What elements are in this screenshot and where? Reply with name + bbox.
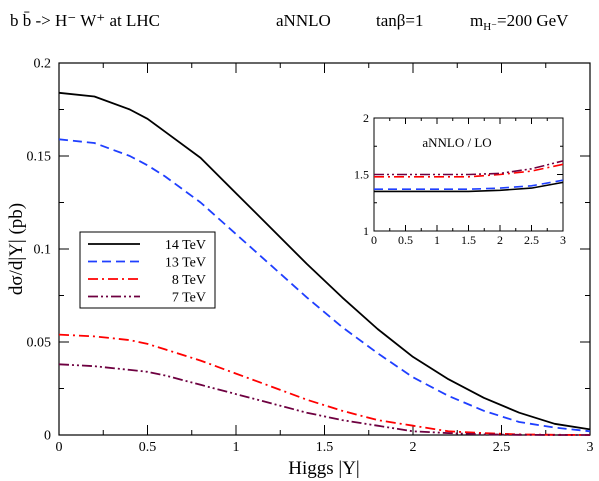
main-plot: 0 0.5 1 1.5 2 2.5 3 0 0.05 0.1 0.15 0.2 Higgs |Y| d… [6,57,594,479]
header-tanbeta: tanβ=1 [376,11,424,30]
inset-xtick-label: 0 [371,233,377,247]
header-order: aNNLO [276,11,331,30]
main-series-lines [58,91,591,436]
main-xtick-label: 1 [233,440,240,455]
inset-series-lines [374,160,564,193]
main-ytick-label: 0.2 [34,57,52,72]
inset-ytick-label: 1 [363,224,369,238]
main-ytick-label: 0.15 [27,150,52,165]
header-process: b b̄ -> H⁻ W⁺ at LHC [10,11,160,30]
inset-series-line-3 [374,163,564,178]
header-mass-symbol: m [470,11,483,30]
legend-label-2: 13 TeV [165,256,206,271]
main-series-line-4 [58,363,590,436]
main-axis-ticks: 0 0.5 1 1.5 2 2.5 3 0 0.05 0.1 0.15 0.2 [27,57,594,455]
legend-label-3: 8 TeV [172,273,206,288]
main-xtick-label: 0.5 [139,440,157,455]
legend: 14 TeV 13 TeV 8 TeV 7 TeV [79,231,216,309]
header-mass-value: =200 GeV [497,11,569,30]
y-axis-label: dσ/d|Y| (pb) [6,203,27,295]
main-series-line-1 [58,91,591,431]
legend-label-1: 14 TeV [165,238,206,253]
inset-axis-ticks: 0 0.5 1 1.5 2 2.5 3 1 1.5 2 [354,111,566,247]
main-series-line-2 [58,138,591,433]
inset-title: aNNLO / LO [422,135,491,150]
main-xtick-label: 2.5 [493,440,511,455]
inset-series-line-2 [374,179,564,190]
main-series-line-3 [58,333,591,436]
header-mass: mH⁻=200 GeV [470,11,569,33]
inset-series-line-1 [374,181,564,193]
main-xtick-label: 3 [587,440,594,455]
inset-xtick-label: 1.5 [461,233,476,247]
main-xtick-label: 1.5 [316,440,334,455]
main-ytick-label: 0 [44,429,51,444]
inset-xtick-label: 0.5 [398,233,413,247]
inset-xtick-label: 1 [434,233,440,247]
legend-label-4: 7 TeV [172,291,206,306]
main-ytick-label: 0.1 [34,243,52,258]
inset-ytick-label: 1.5 [354,167,369,181]
inset-xtick-label: 2.5 [524,233,539,247]
inset-ytick-label: 2 [363,111,369,125]
inset-plot: aNNLO / LO 0 0.5 1 1.5 2 2.5 3 1 1.5 2 [354,111,566,247]
main-xtick-label: 0 [56,440,63,455]
inset-series-line-4 [374,160,564,176]
inset-xtick-label: 3 [560,233,566,247]
main-xtick-label: 2 [410,440,417,455]
main-ytick-label: 0.05 [27,336,52,351]
header-mass-subscript: H⁻ [483,21,497,33]
x-axis-label: Higgs |Y| [288,458,359,479]
inset-xtick-label: 2 [497,233,503,247]
